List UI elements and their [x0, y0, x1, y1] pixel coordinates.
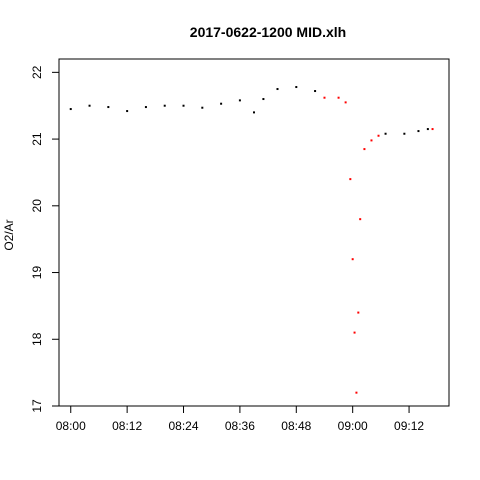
- x-tick-label: 08:24: [169, 419, 199, 433]
- y-axis: 17 18 19 20 21 22: [30, 65, 60, 413]
- y-tick-label: 20: [30, 199, 44, 213]
- point-normal: [201, 106, 204, 109]
- y-tick-label: 18: [30, 332, 44, 346]
- point-flagged: [353, 331, 356, 334]
- point-normal: [295, 86, 298, 89]
- y-tick-label: 22: [30, 65, 44, 79]
- point-normal: [220, 102, 223, 105]
- y-axis-label: O2/Ar: [2, 219, 16, 250]
- point-normal: [384, 132, 387, 135]
- point-normal: [126, 110, 129, 113]
- point-normal: [88, 104, 91, 107]
- point-flagged: [344, 101, 347, 104]
- x-tick-label: 08:48: [281, 419, 311, 433]
- y-tick-label: 17: [30, 399, 44, 413]
- point-normal: [403, 132, 406, 135]
- point-flagged: [349, 178, 352, 181]
- point-flagged: [370, 139, 373, 142]
- y-tick-label: 19: [30, 266, 44, 280]
- point-normal: [276, 88, 279, 91]
- point-normal: [253, 111, 255, 114]
- x-tick-label: 09:00: [338, 419, 368, 433]
- point-normal: [144, 106, 147, 109]
- plot-frame: [58, 58, 450, 407]
- point-flagged: [337, 96, 340, 99]
- point-flagged: [323, 96, 326, 99]
- point-normal: [163, 104, 166, 107]
- point-normal: [314, 90, 317, 93]
- point-normal: [262, 98, 265, 101]
- x-tick-label: 09:12: [394, 419, 424, 433]
- point-normal: [417, 130, 420, 133]
- point-normal: [182, 104, 185, 107]
- chart-title: 2017-0622-1200 MID.xlh: [190, 24, 346, 40]
- point-flagged: [351, 258, 354, 261]
- point-flagged: [377, 134, 380, 137]
- x-tick-label: 08:00: [56, 419, 86, 433]
- point-normal: [238, 99, 241, 102]
- point-normal: [426, 128, 429, 131]
- x-tick-label: 08:36: [225, 419, 255, 433]
- point-flagged: [355, 391, 358, 394]
- point-flagged: [363, 148, 366, 151]
- y-tick-label: 21: [30, 132, 44, 146]
- x-axis: 08:00 08:12 08:24 08:36 08:48 09:00 09:12: [56, 405, 424, 433]
- x-tick-label: 08:12: [112, 419, 142, 433]
- data-points: [69, 86, 434, 394]
- point-flagged: [359, 218, 362, 221]
- point-flagged: [357, 311, 360, 314]
- point-flagged: [431, 128, 434, 131]
- point-normal: [69, 108, 72, 111]
- point-normal: [107, 106, 110, 109]
